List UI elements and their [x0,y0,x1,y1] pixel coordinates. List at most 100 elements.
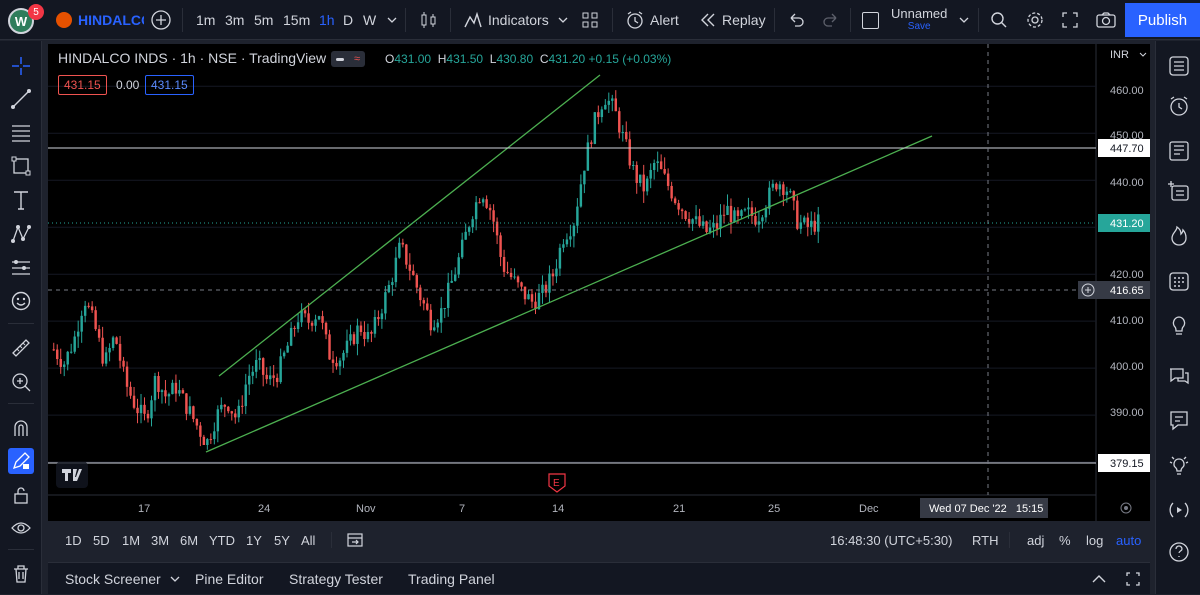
sell-price-button[interactable]: 431.15 [58,75,107,95]
flame-icon [1171,225,1187,246]
add-symbol-button[interactable] [150,0,172,40]
zoom-tool[interactable] [8,369,34,395]
adjust-toggle[interactable]: adj [1027,532,1045,548]
symbol-legend-title[interactable]: HINDALCO INDS · 1h · NSE · TradingView [58,50,327,66]
candle-body [785,191,789,195]
redo-button[interactable] [821,0,841,40]
interval-1h[interactable]: 1h [319,12,335,28]
drawings [48,44,1096,495]
pattern-tool[interactable] [8,221,34,247]
interval-15m[interactable]: 15m [283,12,311,28]
interval-dropdown[interactable] [386,0,398,40]
range-ytd[interactable]: YTD [209,532,235,548]
remove-drawings-tool[interactable] [8,561,34,587]
candle-body [440,308,443,323]
ideas-button[interactable] [1166,313,1192,339]
settings-button[interactable] [1025,0,1045,40]
hotlists-button[interactable] [1166,223,1192,249]
tab-strategy-tester[interactable]: Strategy Tester [289,571,383,587]
snapshot-button[interactable] [1095,0,1117,40]
session-toggle[interactable]: RTH [972,532,999,548]
tradingview-logo[interactable] [56,462,88,488]
fullscreen-button[interactable] [1060,0,1080,40]
chart-type-button[interactable] [418,0,440,40]
time-axis-settings-button[interactable] [1120,502,1132,514]
templates-button[interactable] [580,0,600,40]
auto-scale-toggle[interactable]: auto [1116,532,1142,548]
measure-tool[interactable] [8,335,34,361]
layout-button[interactable]: Unnamed Save [862,0,947,40]
alerts-button[interactable] [1166,93,1192,119]
range-1d[interactable]: 1D [65,532,82,548]
interval-w[interactable]: W [363,12,377,28]
alert-button[interactable]: Alert [624,0,679,40]
candle-body [747,207,750,210]
magnet-tool[interactable] [8,415,34,441]
clock-timezone[interactable]: 16:48:30 (UTC+5:30) [830,532,953,548]
watchlist-button[interactable] [1166,53,1192,79]
symbol-search[interactable]: HINDALCO [56,0,144,40]
candle-body [499,235,502,257]
maximize-panel-button[interactable] [1125,563,1141,595]
calendar-button[interactable] [1166,268,1192,294]
tab-pine-editor[interactable]: Pine Editor [195,571,264,587]
stay-in-drawing-tool[interactable] [8,448,34,474]
interval-1m[interactable]: 1m [196,12,216,28]
undo-button[interactable] [786,0,806,40]
currency-label[interactable]: INR [1110,49,1129,61]
candle-body [687,219,691,224]
collapse-panel-button[interactable] [1090,563,1108,595]
data-window-button[interactable] [1166,138,1192,164]
publish-button[interactable]: Publish [1125,3,1200,37]
legend-toggle-button[interactable]: ≈ [331,51,365,67]
time-axis[interactable]: 17 24 Nov 7 14 21 25 Dec Wed 07 Dec '22 … [138,498,1132,518]
hide-drawings-tool[interactable] [8,515,34,541]
upper-trendline[interactable] [218,74,601,377]
goto-date-button[interactable] [346,525,364,555]
chart-canvas[interactable]: INR 460.00 450.00 440.00 420.00 410.00 4… [48,44,1150,521]
earnings-marker[interactable]: E [548,473,566,493]
lower-trendline[interactable] [205,135,933,453]
help-button[interactable] [1166,539,1192,565]
trendline-tool[interactable] [8,86,34,112]
indicators-dropdown[interactable] [557,0,569,40]
range-all[interactable]: All [301,532,316,548]
add-list-button[interactable] [1166,178,1192,204]
lock-drawings-tool[interactable] [8,482,34,508]
emoji-tool[interactable] [8,288,34,314]
add-alert-plus-button[interactable] [1078,281,1098,299]
range-5d[interactable]: 5D [93,532,110,548]
range-1y[interactable]: 1Y [246,532,262,548]
range-6m[interactable]: 6M [180,532,199,548]
chart-pane[interactable]: INR 460.00 450.00 440.00 420.00 410.00 4… [48,44,1150,521]
buy-price-button[interactable]: 431.15 [145,75,194,95]
log-toggle[interactable]: log [1086,532,1104,548]
shape-tool[interactable] [8,153,34,179]
indicators-button[interactable]: Indicators [462,0,549,40]
smiley-icon [11,291,31,311]
candle-body [167,394,171,397]
price-axis[interactable]: INR 460.00 450.00 440.00 420.00 410.00 4… [1098,49,1150,472]
tab-stock-screener[interactable]: Stock Screener [65,563,181,595]
tab-trading-panel[interactable]: Trading Panel [408,571,495,587]
percent-toggle[interactable]: % [1059,532,1071,548]
range-5y[interactable]: 5Y [274,532,290,548]
search-button[interactable] [989,0,1009,40]
notifications-button[interactable] [1166,453,1192,479]
streams-button[interactable] [1166,497,1192,523]
range-3m[interactable]: 3M [151,532,170,548]
text-tool[interactable] [8,187,34,213]
interval-d[interactable]: D [343,12,354,28]
crosshair-tool[interactable] [8,53,34,79]
interval-3m[interactable]: 3m [225,12,245,28]
fib-tool[interactable] [8,120,34,146]
layout-dropdown[interactable] [958,0,970,40]
time-tick: Nov [356,503,376,515]
forecast-tool[interactable] [8,255,34,281]
interval-5m[interactable]: 5m [254,12,274,28]
candle-body [481,199,485,203]
replay-button[interactable]: Replay [698,0,766,40]
messages-button[interactable] [1166,407,1192,433]
chats-button[interactable] [1166,363,1192,389]
range-1m[interactable]: 1M [122,532,141,548]
